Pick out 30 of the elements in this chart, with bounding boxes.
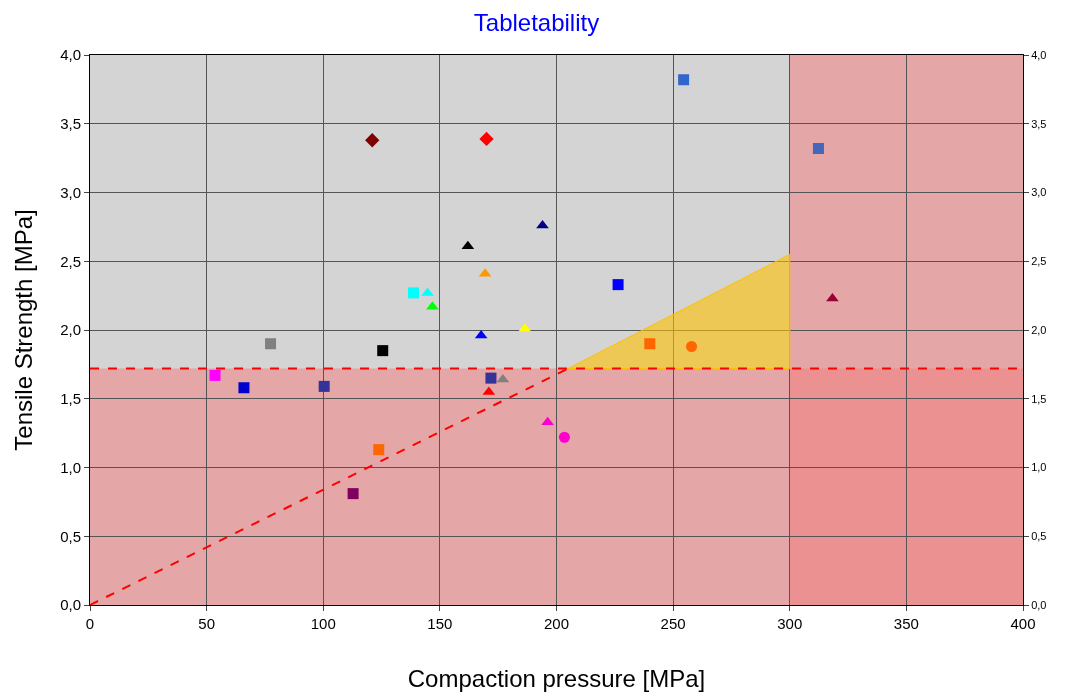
x-tick-label: 300 (777, 615, 803, 632)
y2-tick-label: 0,5 (1031, 530, 1047, 543)
y-tick-label: 1,0 (60, 458, 81, 476)
y-tick-label: 4,0 (60, 46, 81, 64)
x-tick-label: 50 (198, 615, 215, 632)
x-tick-label: 350 (893, 615, 919, 632)
y2-tick-label: 3,5 (1031, 117, 1047, 130)
y2-tick-label: 2,5 (1031, 255, 1047, 268)
x-tick-label: 0 (85, 615, 95, 632)
y2-tick-label: 4,0 (1031, 48, 1047, 61)
y2-tick-label: 0,0 (1031, 598, 1047, 611)
chart-title: Tabletability (473, 8, 600, 36)
y-axis-title: Tensile Strength [MPa] (10, 209, 37, 451)
x-tick-label: 100 (310, 615, 336, 632)
x-tick-label: 150 (427, 615, 453, 632)
y-tick-label: 1,5 (60, 390, 81, 407)
x-tick-label: 200 (543, 615, 570, 632)
y-tick-label: 2,0 (60, 321, 81, 339)
y2-tick-label: 1,0 (1031, 461, 1047, 474)
x-axis-title: Compaction pressure [MPa] (407, 665, 706, 692)
y-tick-label: 2,5 (60, 252, 81, 270)
y-tick-label: 3,5 (60, 115, 81, 132)
y-tick-label: 0,0 (60, 596, 81, 614)
y-tick-label: 0,5 (60, 527, 81, 545)
y2-tick-label: 1,5 (1031, 392, 1047, 405)
x-tick-label: 250 (660, 615, 686, 632)
y2-tick-label: 2,0 (1031, 323, 1047, 336)
y-tick-label: 3,0 (60, 183, 81, 201)
x-tick-label: 400 (1010, 615, 1036, 632)
y2-tick-label: 3,0 (1031, 186, 1047, 199)
